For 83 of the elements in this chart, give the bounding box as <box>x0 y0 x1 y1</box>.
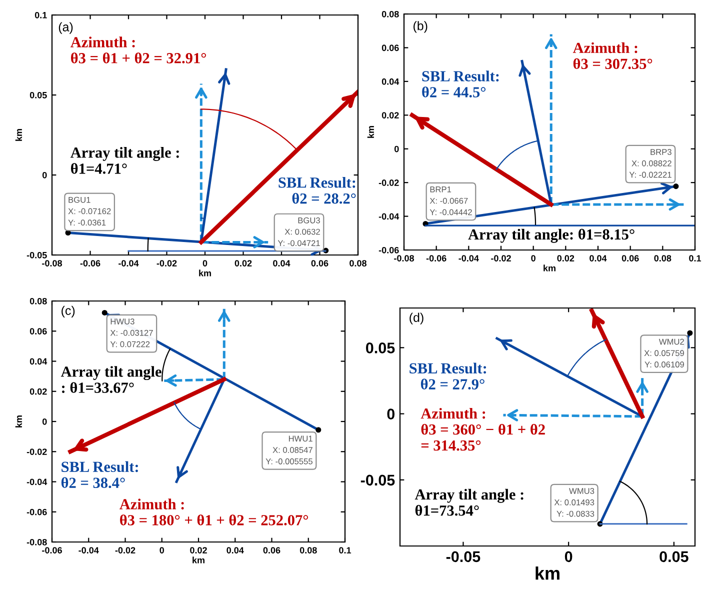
x-tick-label: 0 <box>531 255 536 262</box>
y-tick-label: 0 <box>42 418 47 425</box>
x-tick-label: 0 <box>564 551 572 562</box>
series-label: SBL Result: θ2 = 44.5° <box>422 70 499 98</box>
y-axis-title: km <box>15 129 22 141</box>
annotation: BRP1 X: -0.0667 Y: -0.04442 <box>430 186 472 216</box>
x-tick-label: 0.02 <box>557 255 574 262</box>
text: SBL Result: θ2 = 38.4° <box>61 461 138 488</box>
text: SBL Result: θ2 = 28.2° <box>278 177 356 204</box>
x-tick-label: -0.02 <box>491 255 511 262</box>
annotation: HWU3 X: -0.03127 Y: 0.07222 <box>110 318 153 348</box>
x-tick-label: -0.02 <box>156 260 177 266</box>
y-tick-label: 0.05 <box>30 92 47 98</box>
x-tick-label: 0.04 <box>273 260 290 266</box>
x-tick-label: -0.05 <box>446 551 480 562</box>
y-tick-label: -0.02 <box>26 448 47 455</box>
y-tick-label: 0.02 <box>382 112 399 119</box>
x-tick-label: -0.06 <box>80 260 100 266</box>
x-tick-label: 0.06 <box>311 260 328 266</box>
x-axis-title: km <box>544 264 556 272</box>
x-tick-label: 0.06 <box>263 547 280 554</box>
x-tick-label: -0.04 <box>118 260 139 266</box>
x-tick-label: -0.02 <box>115 547 136 554</box>
x-tick-label: 0.08 <box>300 547 317 554</box>
annotation: BGU3 X: 0.0632 Y: -0.04721 <box>278 217 320 246</box>
x-tick-label: 0.02 <box>190 547 207 554</box>
text: Azimuth : θ3 = θ1 + θ2 = 32.91° <box>70 36 206 64</box>
annotation: BRP3 X: 0.08822 Y: -0.02221 <box>629 149 672 178</box>
y-tick-label: -0.02 <box>378 180 399 186</box>
annotation: Array tilt angle : θ1=4.71° <box>70 147 179 174</box>
y-tick-label: -0.08 <box>26 538 47 546</box>
x-axis-title: km <box>192 556 204 564</box>
y-tick-label: -0.05 <box>360 474 395 486</box>
annotation: Array tilt angle: θ1=8.15° <box>468 228 634 243</box>
y-tick-label: 0.08 <box>30 298 47 304</box>
annotation: (c) <box>62 306 75 318</box>
annotation: WMU3 X: 0.01493 Y: -0.0833 <box>554 488 594 517</box>
annotation: (d) <box>410 312 424 324</box>
text: Azimuth : θ3 = 180° + θ1 + θ2 = 252.07° <box>120 498 308 526</box>
annotation: HWU1 X: 0.08547 Y: -0.005555 <box>266 436 312 464</box>
y-tick-label: 0 <box>42 172 47 178</box>
y-tick-label: 0 <box>394 146 399 152</box>
x-tick-label: 0.04 <box>226 547 244 554</box>
y-axis-title: km <box>15 416 22 428</box>
x-tick-label: 0.1 <box>689 255 702 262</box>
y-axis-title: km <box>367 126 374 138</box>
x-tick-label: 0.02 <box>234 260 252 266</box>
annotation: (b) <box>414 21 428 33</box>
y-tick-label: 0.04 <box>30 358 48 365</box>
annotation: Array tilt angle : θ1=73.54° <box>414 488 524 516</box>
annotation: (a) <box>58 22 73 34</box>
x-tick-label: 0 <box>202 260 208 266</box>
x-tick-label: 0.04 <box>590 255 607 262</box>
y-tick-label: -0.06 <box>378 246 399 254</box>
x-axis-title: km <box>199 270 211 276</box>
y-tick-label: 0.06 <box>30 328 47 334</box>
x-tick-label: -0.04 <box>458 255 479 262</box>
y-tick-label: -0.04 <box>378 213 400 220</box>
y-tick-label: 0 <box>387 408 395 420</box>
y-tick-label: 0.02 <box>30 388 47 395</box>
x-tick-label: 0.08 <box>350 260 367 266</box>
x-tick-label: 0 <box>160 547 164 554</box>
series-label: SBL Result: θ2 = 27.9° <box>410 362 486 390</box>
x-tick-label: 0.05 <box>660 551 688 562</box>
x-tick-label: -0.06 <box>426 255 446 262</box>
annotation: BGU1 X: -0.07162 Y: -0.0361 <box>68 196 111 226</box>
y-tick-label: 0.04 <box>382 78 400 85</box>
y-tick-label: 0.05 <box>366 342 395 354</box>
annotation: WMU2 X: 0.05759 Y: 0.06109 <box>644 338 684 368</box>
y-tick-label: 0.06 <box>382 44 399 52</box>
annotation: Array tilt angle : θ1=33.67° <box>60 366 162 393</box>
y-tick-label: -0.04 <box>26 478 48 486</box>
x-tick-label: -0.04 <box>78 547 99 554</box>
x-tick-label: 0.08 <box>654 255 672 262</box>
y-tick-label: -0.06 <box>26 508 47 516</box>
x-axis-title: km <box>536 566 560 580</box>
text: Azimuth : θ3 = 307.35° <box>572 42 652 70</box>
x-tick-label: 0.06 <box>622 255 639 262</box>
x-tick-label: -0.08 <box>394 255 414 262</box>
y-tick-label: 0.08 <box>382 10 399 18</box>
y-tick-label: 0.1 <box>34 12 47 18</box>
x-tick-label: 0.1 <box>339 547 352 554</box>
text: Azimuth : θ3 = 360° − θ1 + θ2 = 314.35° <box>420 408 545 451</box>
